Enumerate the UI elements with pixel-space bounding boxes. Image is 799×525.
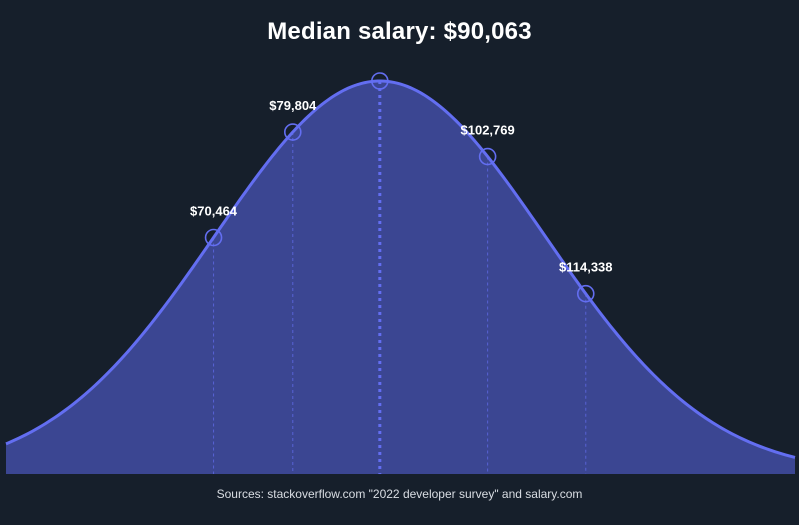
percentile-marker-0 [204,228,223,247]
percentile-marker-2 [371,72,389,90]
distribution-curve [5,79,796,459]
percentile-label-0: $70,464 [190,204,238,219]
percentile-guides [213,81,587,474]
percentile-label-1: $79,804 [269,98,317,113]
percentile-marker-1 [283,123,302,141]
distribution-area [6,81,795,474]
chart-title: Median salary: $90,063 [267,18,532,45]
source-note: Sources: stackoverflow.com "2022 develop… [216,487,583,501]
percentile-marker-3 [478,147,497,166]
percentile-label-4: $114,338 [559,260,613,275]
percentile-labels: $70,464 $79,804 $102,769 $114,338 [190,98,612,275]
percentile-label-3: $102,769 [461,123,515,138]
percentile-marker-4 [576,284,595,303]
percentile-markers [204,72,595,303]
